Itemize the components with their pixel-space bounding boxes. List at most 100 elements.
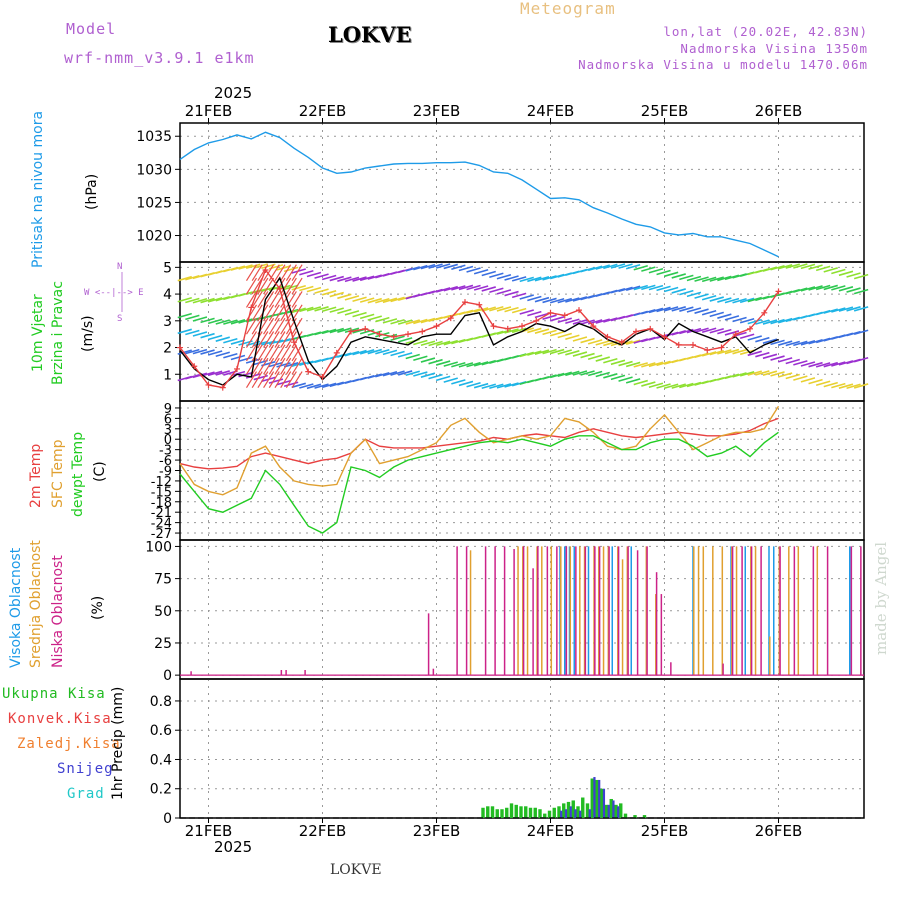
wind-arrow	[793, 360, 808, 366]
wind-arrow	[382, 349, 398, 356]
wind-arrow-strong	[257, 291, 269, 308]
wind-arrow	[641, 266, 656, 272]
wind-arrow-strong	[274, 291, 286, 308]
wind-arrow	[420, 263, 436, 270]
panel-pressure	[175, 122, 865, 263]
day-label-bottom: 22FEB	[299, 822, 346, 840]
wind-arrow	[223, 319, 238, 325]
wind-arrow-strong	[285, 357, 297, 375]
wind-arrow	[831, 285, 846, 291]
wind-arrow	[549, 297, 565, 304]
wind-arrow	[777, 263, 793, 270]
wind-arrow	[504, 306, 519, 313]
wind-arrow	[321, 274, 337, 281]
footer-station: LOKVE	[330, 862, 382, 878]
wind-arrow	[770, 318, 785, 325]
ytick-label: -24	[151, 517, 172, 532]
precip-bar	[481, 807, 485, 818]
wind-arrow	[717, 328, 732, 335]
ytick-label: -21	[151, 506, 172, 521]
wind-arrow	[770, 264, 785, 271]
wind-arrow	[838, 306, 854, 312]
wind-arrow	[299, 383, 314, 389]
wind-arrow	[580, 337, 595, 344]
wind-arrow	[519, 351, 534, 358]
wind-arrow	[823, 381, 838, 388]
wind-arrow	[344, 350, 360, 357]
wind-arrow	[739, 317, 755, 324]
gust-marker	[433, 323, 440, 330]
wind-arrow	[633, 265, 648, 271]
wind-arrow-strong	[274, 304, 286, 322]
day-label-bottom: 25FEB	[641, 822, 688, 840]
day-label-bottom: 24FEB	[527, 822, 574, 840]
gust-marker	[690, 341, 696, 348]
wind-arrow	[732, 348, 747, 355]
wind-arrow	[519, 294, 534, 300]
wind-arrow	[352, 276, 367, 282]
wind-arrow-strong	[268, 304, 280, 322]
wind-arrow	[359, 349, 375, 355]
gust-marker	[747, 325, 753, 332]
wind-arrow	[671, 383, 686, 389]
panel-frame	[179, 122, 865, 263]
wind-arrow	[413, 264, 428, 271]
wind-arrow	[823, 361, 838, 368]
wind-arrow	[656, 360, 671, 367]
wind-arrow-strong	[291, 291, 303, 308]
wind-arrow	[565, 318, 580, 325]
wind-arrow	[299, 285, 314, 292]
wind-arrow	[337, 308, 352, 315]
wind-arrow	[603, 373, 618, 379]
wind-arrow	[367, 315, 382, 321]
wind-arrow	[762, 319, 778, 325]
gust-marker	[405, 331, 411, 338]
wind-arrow	[846, 287, 861, 293]
wind-arrow	[390, 350, 405, 357]
wind-arrow	[473, 268, 489, 275]
wind-arrow	[656, 285, 671, 292]
precip-bar	[519, 806, 523, 818]
wind-arrow	[428, 373, 443, 380]
series-line	[179, 276, 779, 386]
ytick-label: 1035	[136, 129, 172, 145]
wind-arrow	[679, 289, 694, 296]
wind-arrow	[534, 328, 550, 334]
wind-arrow-strong	[263, 291, 275, 308]
precip-bar	[543, 813, 547, 818]
wind-arrow	[466, 361, 481, 368]
precip-bar	[574, 809, 577, 818]
wind-arrow	[443, 285, 458, 292]
day-label-top: 25FEB	[641, 102, 688, 120]
elevation-text: Nadmorska Visina 1350m	[680, 41, 868, 56]
wind-arrow	[686, 327, 702, 334]
wind-arrow	[519, 276, 534, 283]
wind-arrow	[207, 297, 223, 303]
compass-south: S	[117, 314, 123, 324]
wind-arrow	[329, 275, 344, 282]
wind-arrow	[580, 319, 595, 325]
gust-marker	[704, 347, 711, 354]
wind-arrow-strong	[263, 371, 275, 388]
wind-arrow	[390, 370, 405, 376]
wind-arrow	[625, 285, 641, 292]
wind-arrow	[701, 276, 717, 283]
ytick-label: 75	[154, 572, 172, 588]
gust-marker	[333, 349, 340, 356]
wind-arrow	[739, 297, 755, 304]
wind-arrow-strong	[274, 264, 286, 282]
wind-arrow	[785, 358, 800, 365]
precip-bar	[600, 788, 604, 818]
wind-arrow	[534, 312, 550, 319]
wind-arrow	[603, 358, 618, 364]
wind-arrow-strong	[268, 371, 280, 388]
wind-arrow	[443, 377, 458, 383]
wind-arrow	[557, 297, 572, 304]
wind-arrow-strong	[251, 317, 263, 335]
wind-arrow	[557, 332, 572, 339]
wind-arrow	[701, 351, 717, 357]
wind-arrow-strong	[245, 344, 258, 362]
wind-arrow-strong	[274, 371, 286, 388]
precip-bar	[593, 777, 596, 818]
gust-marker	[476, 301, 483, 308]
